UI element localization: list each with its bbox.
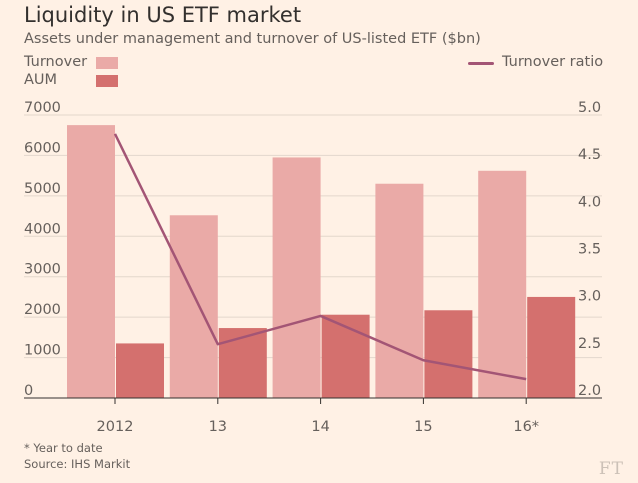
x-tick-label: 16*	[513, 419, 539, 435]
axes: 0 1000 2000 3000 4000 5000 6000 7000 2.0 2.5 3.0 3.…	[24, 100, 602, 435]
y-right-tick-label: 5.0	[578, 100, 601, 116]
y-left-tick-label: 6000	[24, 140, 61, 156]
y-left-tick-label: 0	[24, 383, 33, 399]
y-left-tick-label: 4000	[24, 221, 61, 237]
y-right-tick-label: 2.0	[578, 383, 601, 399]
aum-bar	[116, 343, 164, 398]
chart-title: Liquidity in US ETF market	[24, 3, 302, 27]
turnover-bar	[169, 215, 218, 398]
y-right-tick-label: 3.5	[578, 242, 601, 258]
y-left-tick-label: 2000	[24, 302, 61, 318]
footnote: * Year to date	[24, 441, 103, 455]
y-right-tick-label: 3.0	[578, 289, 601, 305]
aum-bar	[424, 310, 473, 398]
aum-bar	[321, 314, 370, 398]
ratio-line-layer	[113, 133, 527, 381]
bars	[67, 125, 576, 398]
chart-subtitle: Assets under management and turnover of …	[24, 31, 481, 47]
turnover-bar	[478, 170, 527, 398]
y-right-tick-label: 4.5	[578, 147, 601, 163]
y-left-tick-label: 1000	[24, 343, 61, 359]
aum-bar	[527, 296, 576, 398]
legend-aum-swatch	[96, 75, 118, 87]
ft-logo: FT	[598, 459, 624, 479]
y-right-tick-label: 4.0	[578, 194, 601, 210]
source-note: Source: IHS Markit	[24, 457, 131, 471]
turnover-bar	[375, 183, 424, 398]
x-tick-label: 15	[414, 419, 432, 435]
y-right-tick-label: 2.5	[578, 336, 601, 352]
x-tick-label: 2012	[97, 419, 134, 435]
y-left-tick-label: 5000	[24, 181, 61, 197]
turnover-bar	[272, 157, 321, 398]
legend-aum-label: AUM	[24, 72, 58, 88]
x-tick-label: 14	[311, 419, 329, 435]
aum-bar	[218, 328, 267, 398]
legend-turnover-swatch	[96, 57, 118, 69]
legend-turnover-label: Turnover	[24, 54, 88, 70]
y-left-tick-label: 7000	[24, 100, 61, 116]
legend-ratio-label: Turnover ratio	[502, 54, 604, 70]
x-tick-label: 13	[209, 419, 227, 435]
turnover-bar	[67, 125, 115, 398]
legend-ratio-line	[468, 62, 494, 65]
y-left-tick-label: 3000	[24, 262, 61, 278]
